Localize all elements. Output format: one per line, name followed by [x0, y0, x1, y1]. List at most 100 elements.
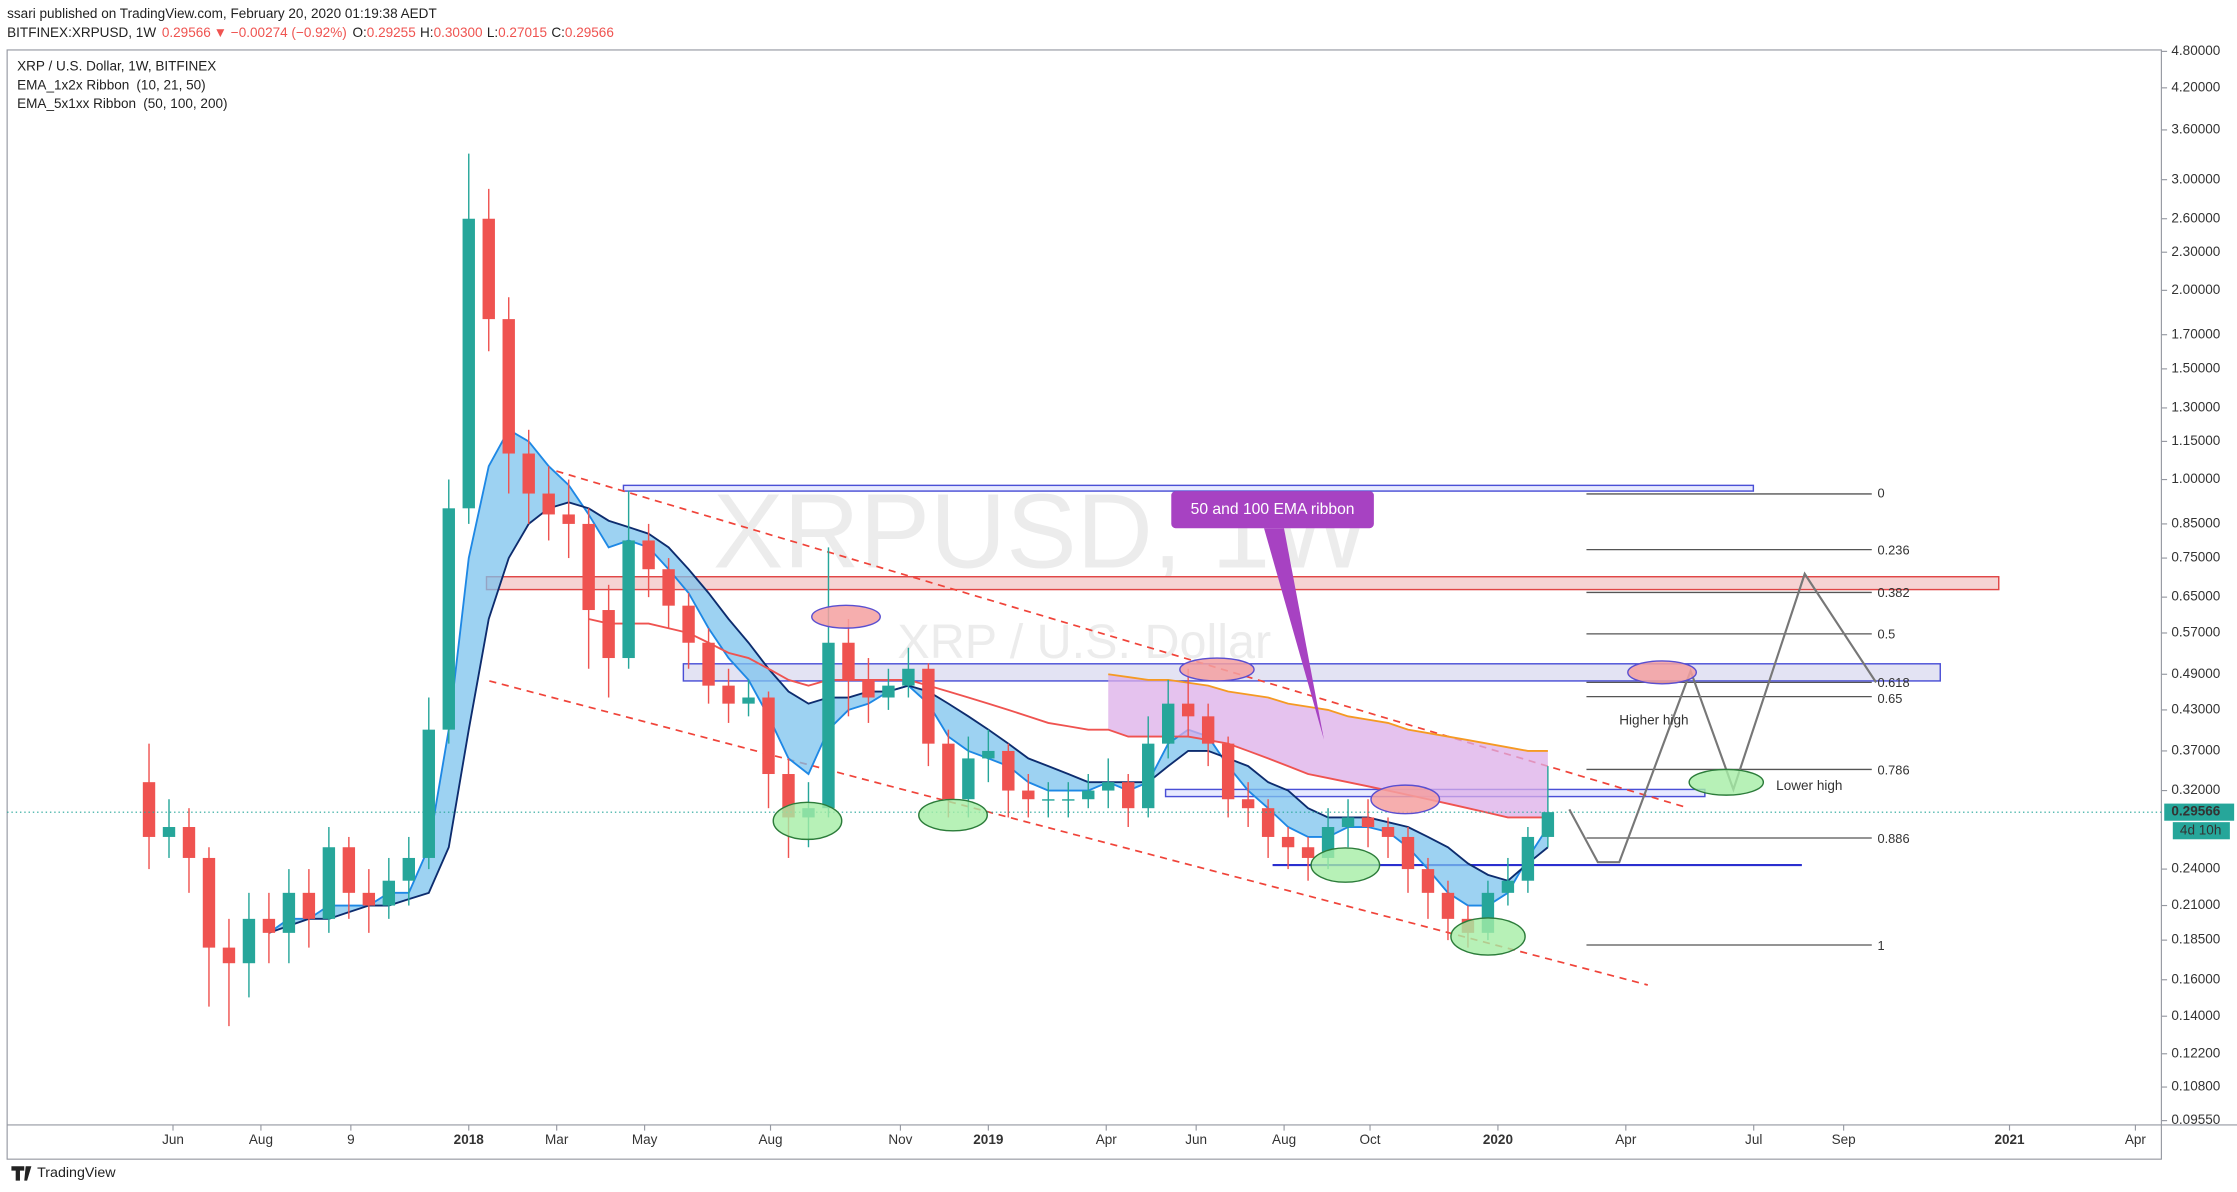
y-tick-label: 0.75000: [2171, 550, 2220, 565]
x-tick-label: Oct: [1359, 1132, 1380, 1147]
y-tick-label: 0.16000: [2171, 971, 2220, 986]
candle-body: [762, 697, 775, 775]
candle-body: [1541, 812, 1555, 837]
candle-body: [1142, 743, 1155, 809]
legend-params: (50, 100, 200): [143, 96, 227, 111]
candle-body: [862, 679, 875, 698]
candle-body: [1241, 799, 1255, 809]
y-tick-label: 0.24000: [2171, 861, 2220, 876]
x-tick-label: Apr: [1096, 1132, 1118, 1147]
candle-body: [962, 758, 975, 800]
marker-ellipse: [1370, 784, 1441, 815]
legend-entry: EMA_1x2x Ribbon (10, 21, 50): [17, 77, 206, 92]
y-tick-label: 1.70000: [2171, 326, 2220, 341]
marker-ellipse: [1179, 657, 1255, 682]
y-tick-label: 0.65000: [2171, 589, 2220, 604]
candle-body: [522, 453, 535, 494]
candle-body: [1341, 817, 1355, 828]
candle-body: [362, 892, 376, 906]
x-tick-label: Aug: [758, 1132, 782, 1147]
candle-body: [1022, 790, 1035, 800]
candle-body: [542, 493, 555, 515]
last-price-box: [2164, 803, 2235, 821]
legend-name: EMA_1x2x Ribbon: [17, 77, 129, 92]
candle-body: [1161, 703, 1175, 744]
candle-body: [202, 857, 216, 948]
candle-body: [1181, 703, 1195, 717]
ohlc-key: O:: [352, 24, 366, 39]
y-tick-label: 1.15000: [2171, 433, 2220, 448]
x-tick-label: Aug: [249, 1132, 273, 1147]
candle-body: [1301, 847, 1315, 858]
candle-body: [1042, 799, 1055, 801]
ohlc-value: 0.29255: [367, 24, 416, 39]
candle-body: [1501, 880, 1515, 893]
marker-ellipse: [1310, 847, 1381, 883]
y-tick-label: 0.49000: [2171, 666, 2220, 681]
y-tick-label: 0.14000: [2171, 1008, 2220, 1023]
candle-body: [1221, 743, 1235, 800]
fib-label: 0.65: [1877, 691, 1902, 706]
y-tick-label: 0.37000: [2171, 743, 2220, 758]
candle-body: [1441, 892, 1455, 919]
candle-body: [682, 605, 695, 643]
x-tick-label: Apr: [2125, 1132, 2147, 1147]
candle-body: [1062, 799, 1075, 801]
candle-body: [282, 892, 296, 933]
x-tick-label: Nov: [888, 1132, 912, 1147]
candle-body: [462, 218, 475, 509]
marker-ellipse: [1450, 917, 1526, 956]
candle-body: [1201, 716, 1215, 744]
ohlc-value: 0.29566: [565, 24, 614, 39]
candle-body: [422, 729, 435, 858]
y-tick-label: 2.60000: [2171, 210, 2220, 225]
candle-body: [1521, 836, 1535, 881]
legend-entry: EMA_5x1xx Ribbon (50, 100, 200): [17, 96, 227, 111]
logo: [11, 1166, 32, 1181]
candle-body: [702, 642, 715, 686]
x-tick-label: 2018: [454, 1132, 485, 1147]
drawings-front: 50 and 100 EMA ribbon Higher high Lower …: [772, 491, 1877, 956]
y-tick-label: 4.20000: [2171, 79, 2220, 94]
plot: [142, 153, 1555, 1027]
candle-body: [142, 782, 156, 837]
candle-body: [622, 540, 635, 659]
y-tick-label: 0.09550: [2171, 1112, 2220, 1127]
fib-label: 0.5: [1877, 627, 1895, 642]
y-tick-label: 0.21000: [2171, 897, 2220, 912]
last: 0.29566: [162, 24, 211, 39]
y-tick-label: 3.00000: [2171, 171, 2220, 186]
candle-body: [242, 918, 256, 964]
marker-ellipse: [811, 604, 881, 629]
ribbon-fill: [1108, 674, 1548, 818]
fib-label: 0.786: [1877, 762, 1909, 777]
candle-body: [902, 668, 915, 686]
legend-params: (10, 21, 50): [136, 77, 205, 92]
candle-body: [442, 508, 455, 730]
x-tick-label: Jun: [1185, 1132, 1207, 1147]
candle-body: [562, 514, 575, 524]
annotation: Higher high: [1619, 712, 1688, 727]
candle-body: [1082, 790, 1095, 800]
symbol-line: BITFINEX:XRPUSD, 1W 0.29566 ▼ −0.00274 (−0…: [7, 24, 614, 39]
candle-body: [882, 685, 895, 698]
marker-ellipse: [918, 798, 988, 832]
x-tick-label: Jul: [1745, 1132, 1762, 1147]
candle-body: [662, 569, 675, 606]
fib-label: 0.382: [1877, 585, 1909, 600]
candle-body: [982, 750, 995, 759]
y-tick-label: 0.10800: [2171, 1079, 2220, 1094]
candle-body: [602, 610, 615, 659]
annotation: Lower high: [1776, 778, 1842, 793]
x-tick-label: Jun: [162, 1132, 184, 1147]
countdown: 4d 10h: [2180, 822, 2221, 837]
candle-body: [222, 947, 236, 964]
fib-label: 0.886: [1877, 831, 1909, 846]
candle-body: [1122, 782, 1135, 809]
last-price-label: 0.29566: [2171, 804, 2220, 819]
x-tick-label: Apr: [1615, 1132, 1637, 1147]
countdown-box: [2172, 822, 2230, 840]
legend-title: XRP / U.S. Dollar, 1W, BITFINEX: [17, 59, 216, 74]
candle-body: [502, 319, 515, 454]
